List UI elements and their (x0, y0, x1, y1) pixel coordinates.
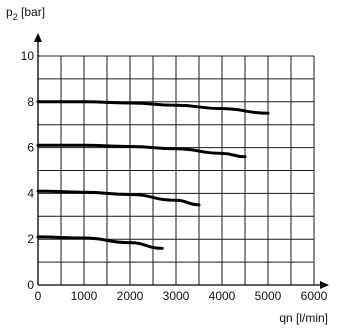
x-tick-label: 6000 (301, 289, 328, 303)
series-line-1 (36, 235, 164, 250)
x-tick-label: 5000 (255, 289, 282, 303)
x-tick-label: 3000 (163, 289, 190, 303)
y-tick-label: 10 (21, 49, 35, 63)
y-axis-title-sub: 2 (13, 12, 18, 22)
x-axis-arrow-icon (320, 281, 329, 289)
y-tick-label: 2 (27, 232, 34, 246)
x-tick-label: 0 (35, 289, 42, 303)
x-tick-label: 2000 (117, 289, 144, 303)
series-line-2 (36, 189, 201, 207)
y-tick-label: 0 (27, 278, 34, 292)
x-tick-label: 4000 (209, 289, 236, 303)
axes (34, 33, 329, 289)
y-tick-label: 4 (27, 186, 34, 200)
series-group (36, 100, 270, 250)
y-tick-label: 6 (27, 141, 34, 155)
y-axis-title: p2 [bar] (6, 5, 45, 22)
tick-labels: 0 1000 2000 3000 4000 5000 6000 0 2 4 6 8 10 (21, 49, 328, 303)
y-tick-label: 8 (27, 95, 34, 109)
y-axis-arrow-icon (34, 33, 42, 42)
x-tick-label: 1000 (71, 289, 98, 303)
y-axis-title-main: p (6, 5, 13, 19)
grid (38, 55, 315, 285)
x-axis-title: qn [l/min] (279, 311, 328, 325)
y-axis-title-unit: [bar] (18, 5, 45, 19)
series-line-4 (36, 100, 270, 115)
series-line-3 (36, 143, 247, 159)
